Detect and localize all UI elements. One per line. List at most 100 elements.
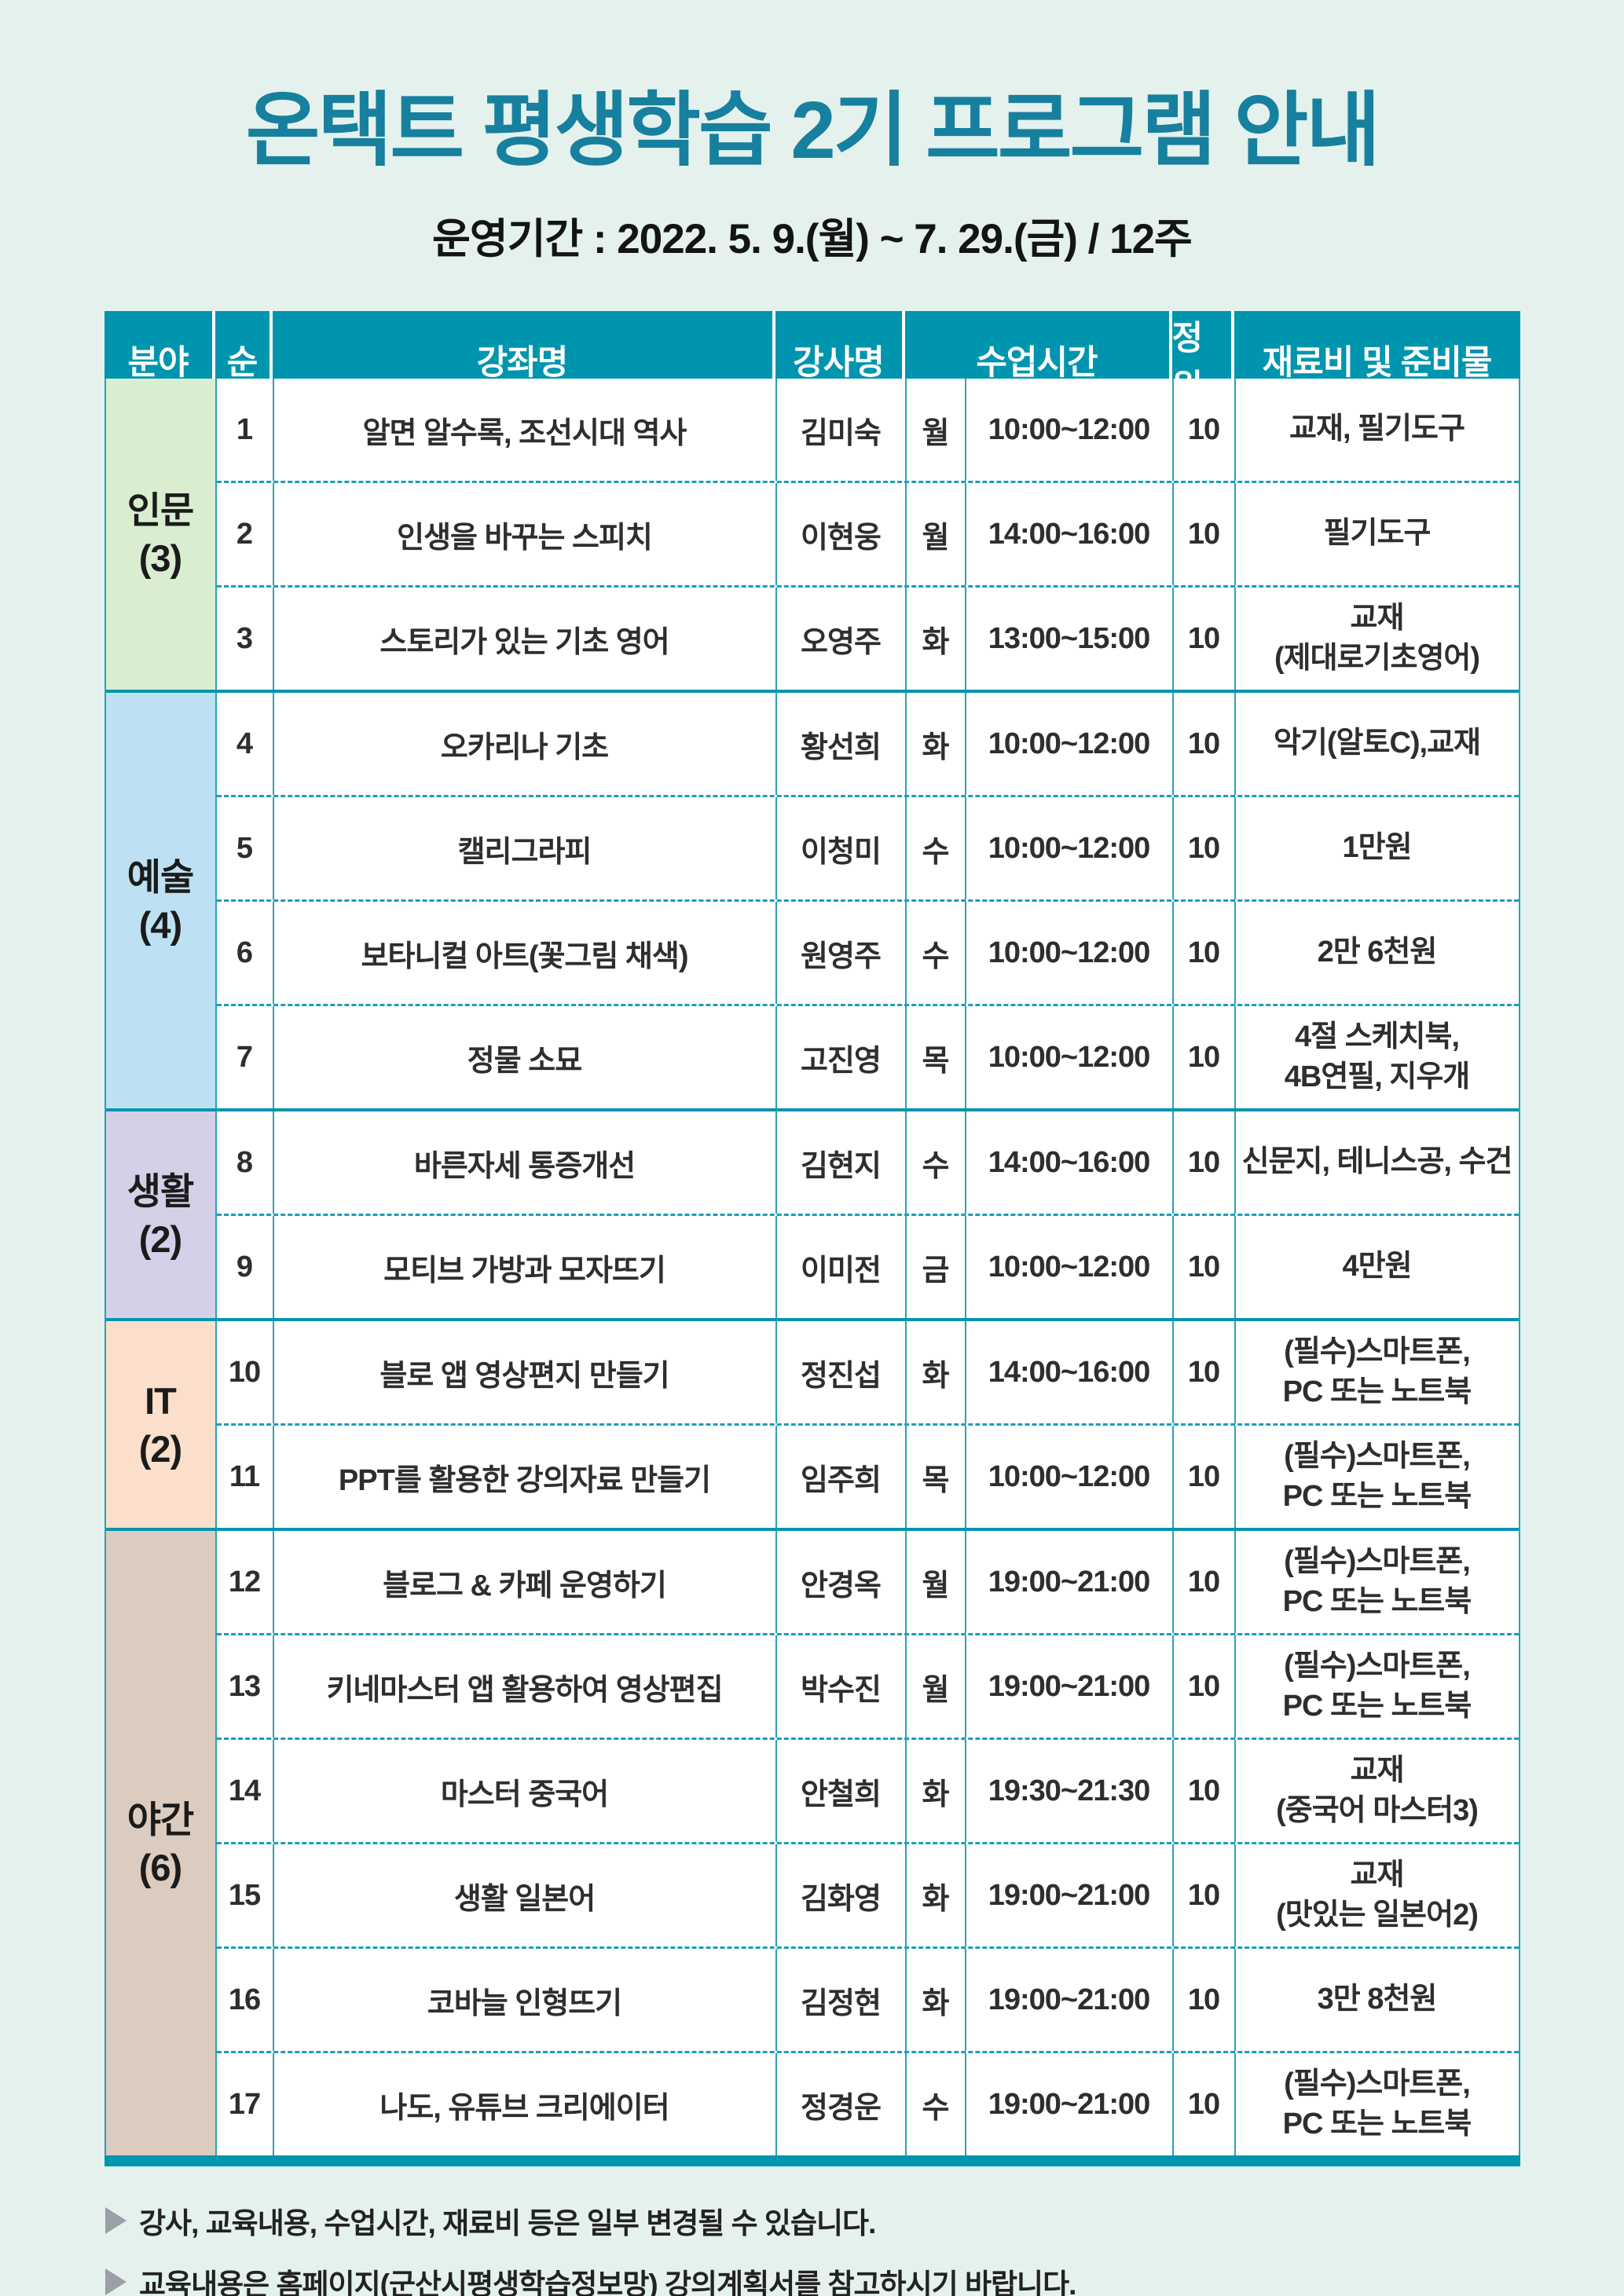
cell-course-name: 스토리가 있는 기초 영어 xyxy=(274,588,777,690)
cell-course-name: 코바늘 인형뜨기 xyxy=(274,1949,777,2052)
table-bottom-bar xyxy=(104,2155,1520,2167)
cell-no: 13 xyxy=(217,1635,274,1738)
cell-course-name: 바른자세 통증개선 xyxy=(274,1111,777,1214)
cell-capacity: 10 xyxy=(1174,1844,1236,1947)
cell-no: 5 xyxy=(217,797,274,900)
cell-course-name: 블로 앱 영상편지 만들기 xyxy=(274,1321,777,1424)
cell-day: 월 xyxy=(907,1531,966,1634)
cell-no: 3 xyxy=(217,588,274,690)
cell-no: 6 xyxy=(217,902,274,1005)
cell-capacity: 10 xyxy=(1174,902,1236,1005)
cell-materials: 필기도구 xyxy=(1323,517,1432,551)
category-count: (4) xyxy=(138,903,182,946)
footer-note: 강사, 교육내용, 수업시간, 재료비 등은 일부 변경될 수 있습니다. xyxy=(105,2199,1624,2242)
cell-day: 화 xyxy=(907,693,966,796)
cell-course-name: 블로그 & 카페 운영하기 xyxy=(274,1531,777,1634)
cell-time: 19:00~21:00 xyxy=(966,1844,1174,1947)
table-row: 2 인생을 바꾸는 스피치 이현웅 월 14:00~16:00 10 필기도구 xyxy=(216,481,1519,586)
cell-instructor: 원영주 xyxy=(777,902,907,1005)
table-row: 5 캘리그라피 이청미 수 10:00~12:00 10 1만원 xyxy=(216,795,1519,900)
cell-instructor: 정경운 xyxy=(777,2053,907,2156)
cell-day: 수 xyxy=(907,2053,966,2156)
cell-time: 10:00~12:00 xyxy=(966,902,1174,1005)
table-row: 8 바른자세 통증개선 김현지 수 14:00~16:00 10 신문지, 테니스공, 수건 xyxy=(217,1111,1519,1214)
cell-time: 14:00~16:00 xyxy=(966,1321,1174,1424)
cell-course-name: 생활 일본어 xyxy=(274,1844,777,1947)
cell-course-name: 나도, 유튜브 크리에이터 xyxy=(274,2053,777,2156)
program-table: 분야 순 강좌명 강사명 수업시간 정원 재료비 및 준비물 인문 (3) 1 알면 … xyxy=(104,311,1520,2167)
cell-time: 10:00~12:00 xyxy=(966,797,1174,900)
table-row: 13 키네마스터 앱 활용하여 영상편집 박수진 월 19:00~21:00 10 (필수)… xyxy=(216,1633,1519,1738)
cell-no: 11 xyxy=(217,1426,274,1529)
cell-no: 9 xyxy=(217,1216,274,1319)
cell-instructor: 이현웅 xyxy=(777,483,907,586)
page-title: 온택트 평생학습 2기 프로그램 안내 xyxy=(245,85,1380,175)
table-header-row: 분야 순 강좌명 강사명 수업시간 정원 재료비 및 준비물 xyxy=(104,311,1520,409)
cell-instructor: 이청미 xyxy=(777,797,907,900)
cell-capacity: 10 xyxy=(1174,797,1236,900)
header-no: 순 xyxy=(215,311,273,409)
table-row: 3 스토리가 있는 기초 영어 오영주 화 13:00~15:00 10 교재 (제대로기초… xyxy=(216,585,1519,690)
cell-day: 월 xyxy=(907,483,966,586)
arrow-right-icon xyxy=(105,2207,126,2235)
cell-materials: (필수)스마트폰, PC 또는 노트북 xyxy=(1282,1439,1472,1514)
cell-instructor: 임주희 xyxy=(777,1426,907,1529)
category-count: (6) xyxy=(138,1846,182,1888)
header-time: 수업시간 xyxy=(905,311,1172,409)
cell-day: 수 xyxy=(907,797,966,900)
cell-no: 16 xyxy=(217,1949,274,2052)
cell-materials: 교재 (맛있는 일본어2) xyxy=(1276,1858,1479,1932)
category-label: 야간 xyxy=(126,1798,194,1840)
cell-no: 12 xyxy=(217,1531,274,1634)
table-row: 11 PPT를 활용한 강의자료 만들기 임주희 목 10:00~12:00 10 (필수)… xyxy=(216,1423,1519,1529)
cell-capacity: 10 xyxy=(1174,1949,1236,2052)
cell-materials: (필수)스마트폰, PC 또는 노트북 xyxy=(1282,1649,1472,1723)
cell-capacity: 10 xyxy=(1174,588,1236,690)
cell-day: 월 xyxy=(907,379,966,482)
cell-no: 14 xyxy=(217,1740,274,1843)
cell-no: 1 xyxy=(217,379,274,482)
table-row: 7 정물 소묘 고진영 목 10:00~12:00 10 4절 스케치북, 4B연필, 지우… xyxy=(216,1004,1519,1109)
cell-instructor: 박수진 xyxy=(777,1635,907,1738)
cell-time: 14:00~16:00 xyxy=(966,483,1174,586)
cell-course-name: 캘리그라피 xyxy=(274,797,777,900)
cell-instructor: 오영주 xyxy=(777,588,907,690)
category-rows: 8 바른자세 통증개선 김현지 수 14:00~16:00 10 신문지, 테니스공, 수건… xyxy=(216,1111,1519,1319)
cell-no: 15 xyxy=(217,1844,274,1947)
cell-instructor: 김정현 xyxy=(777,1949,907,2052)
cell-capacity: 10 xyxy=(1174,2053,1236,2156)
cell-materials: 신문지, 테니스공, 수건 xyxy=(1241,1145,1513,1179)
category-rows: 12 블로그 & 카페 운영하기 안경옥 월 19:00~21:00 10 (필수)스마트폰… xyxy=(216,1531,1519,2156)
cell-time: 14:00~16:00 xyxy=(966,1111,1174,1214)
header-materials: 재료비 및 준비물 xyxy=(1262,344,1493,383)
cell-instructor: 김화영 xyxy=(777,1844,907,1947)
table-body: 인문 (3) 1 알면 알수록, 조선시대 역사 김미숙 월 10:00~12:00 10 교재… xyxy=(104,379,1520,2156)
cell-materials: 3만 8천원 xyxy=(1317,1983,1438,2016)
cell-materials: 교재 (제대로기초영어) xyxy=(1274,601,1480,676)
category-rows: 10 블로 앱 영상편지 만들기 정진섭 화 14:00~16:00 10 (필수)스마트폰… xyxy=(216,1321,1519,1529)
cell-instructor: 이미전 xyxy=(777,1216,907,1319)
cell-instructor: 김현지 xyxy=(777,1111,907,1214)
cell-instructor: 정진섭 xyxy=(777,1321,907,1424)
header-instructor: 강사명 xyxy=(775,311,905,409)
category-group-야간: 야간 (6) 12 블로그 & 카페 운영하기 안경옥 월 19:00~21:00 10 (필수… xyxy=(105,1528,1519,2156)
cell-capacity: 10 xyxy=(1174,1635,1236,1738)
cell-capacity: 10 xyxy=(1174,483,1236,586)
cell-day: 수 xyxy=(907,902,966,1005)
category-count: (2) xyxy=(138,1218,182,1260)
cell-day: 목 xyxy=(907,1006,966,1109)
arrow-right-icon xyxy=(105,2269,126,2296)
cell-time: 10:00~12:00 xyxy=(966,1426,1174,1529)
category-label: 예술 xyxy=(126,855,194,898)
cell-instructor: 안경옥 xyxy=(777,1531,907,1634)
table-row: 4 오카리나 기초 황선희 화 10:00~12:00 10 악기(알토C),교재 xyxy=(217,693,1519,796)
cell-time: 19:00~21:00 xyxy=(966,1949,1174,2052)
cell-day: 화 xyxy=(907,1321,966,1424)
category-group-예술: 예술 (4) 4 오카리나 기초 황선희 화 10:00~12:00 10 악기(알토C),교재… xyxy=(105,690,1519,1109)
category-cell: 야간 (6) xyxy=(105,1531,217,2156)
cell-time: 19:00~21:00 xyxy=(966,2053,1174,2156)
cell-materials: 교재 (중국어 마스터3) xyxy=(1276,1753,1479,1828)
cell-materials: 악기(알토C),교재 xyxy=(1273,727,1481,760)
cell-no: 8 xyxy=(217,1111,274,1214)
cell-time: 19:00~21:00 xyxy=(966,1635,1174,1738)
